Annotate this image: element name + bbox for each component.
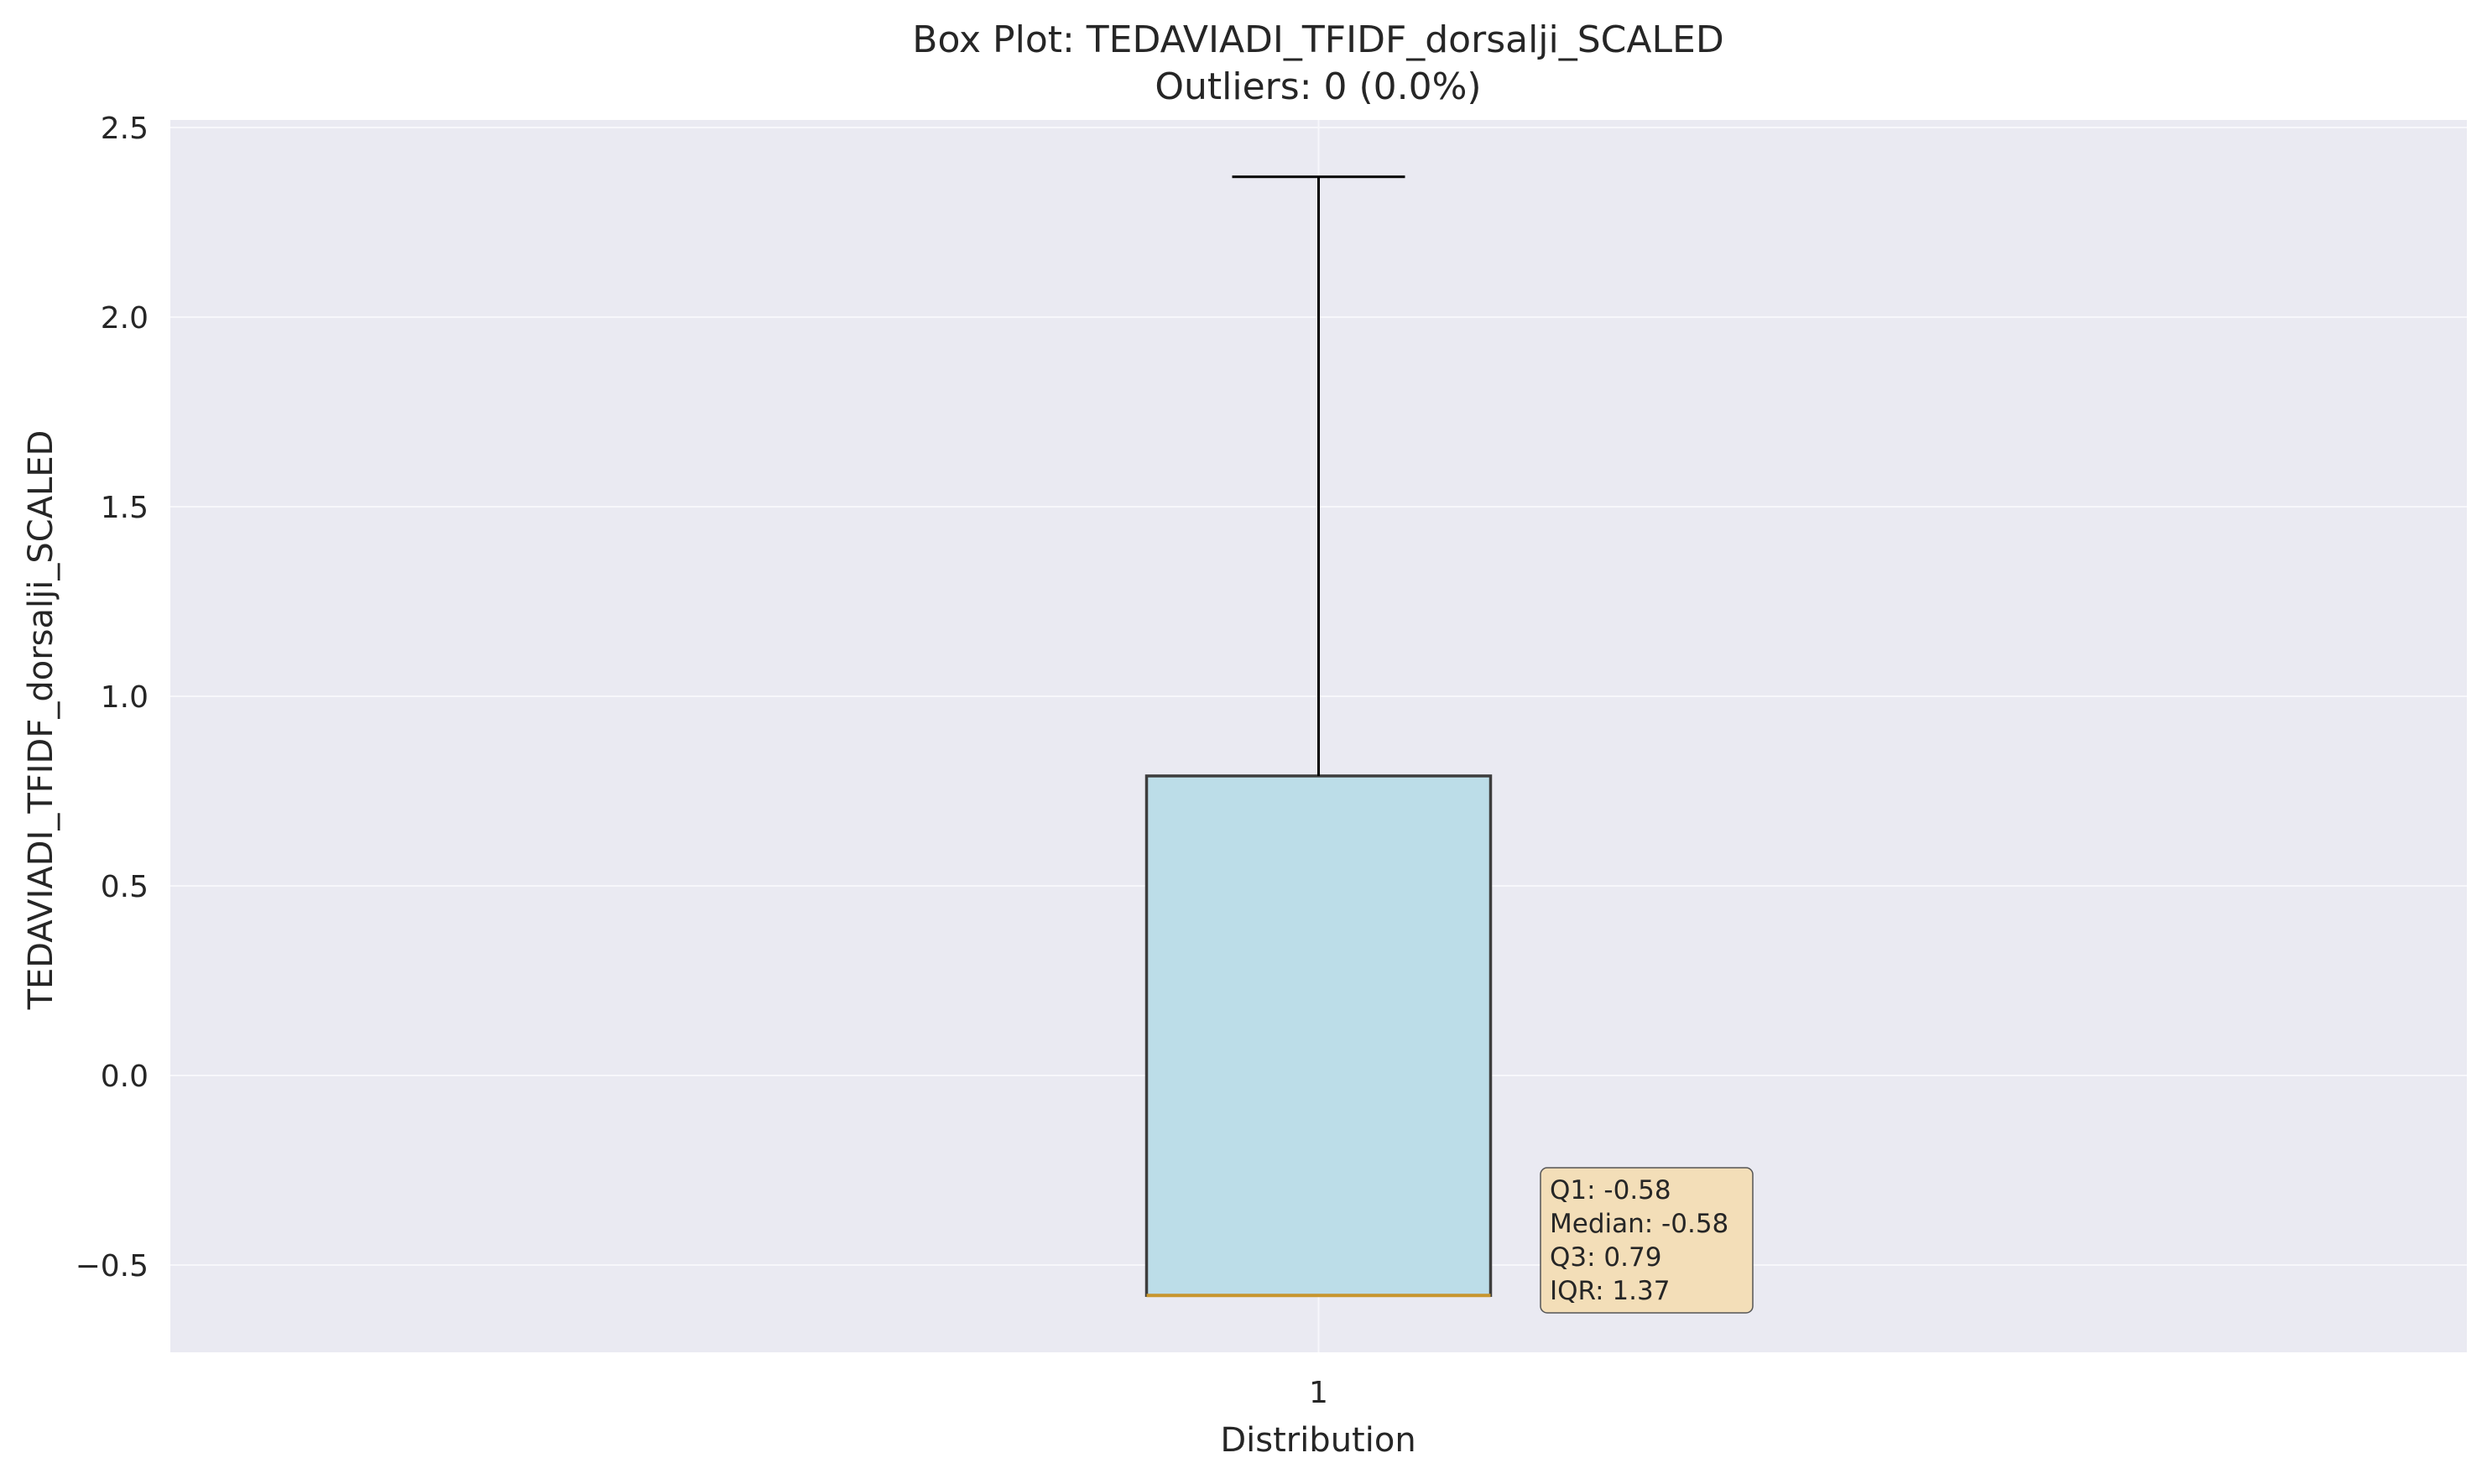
chart-title: Box Plot: TEDAVIADI_TFIDF_dorsalji_SCALE… — [912, 18, 1723, 61]
x-tick-labels: 1 — [1309, 1376, 1328, 1410]
box-series — [1144, 175, 1493, 1298]
stats-annotation-line: Median: -0.58 — [1550, 1209, 1728, 1239]
y-tick-label: 0.0 — [101, 1060, 149, 1094]
x-tick-label: 1 — [1309, 1376, 1328, 1410]
y-tick-label: 0.5 — [101, 870, 149, 904]
box-iqr — [1144, 774, 1493, 1297]
stats-annotation-line: Q3: 0.79 — [1550, 1242, 1661, 1273]
y-tick-label: 1.5 — [101, 491, 149, 525]
x-axis-label: Distribution — [1220, 1421, 1415, 1460]
y-tick-label: 2.5 — [101, 112, 149, 146]
stats-annotation-box — [1540, 1167, 1754, 1314]
y-tick-labels: −0.5 0.0 0.5 1.0 1.5 2.0 2.5 — [76, 112, 149, 1284]
chart-subtitle: Outliers: 0 (0.0%) — [1155, 65, 1481, 108]
y-axis-label: TEDAVIADI_TFIDF_dorsalji_SCALED — [22, 430, 60, 1011]
stats-annotation-line: IQR: 1.37 — [1550, 1276, 1670, 1306]
y-tick-label: 2.0 — [101, 301, 149, 336]
y-tick-label: −0.5 — [76, 1249, 149, 1284]
stats-annotation-line: Q1: -0.58 — [1550, 1175, 1671, 1205]
y-tick-label: 1.0 — [101, 680, 149, 715]
